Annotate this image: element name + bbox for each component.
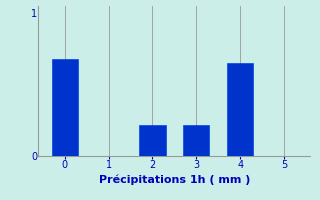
Bar xyxy=(183,125,210,156)
X-axis label: Précipitations 1h ( mm ): Précipitations 1h ( mm ) xyxy=(99,174,250,185)
Bar xyxy=(139,125,166,156)
Bar xyxy=(52,59,78,156)
Bar xyxy=(227,63,253,156)
